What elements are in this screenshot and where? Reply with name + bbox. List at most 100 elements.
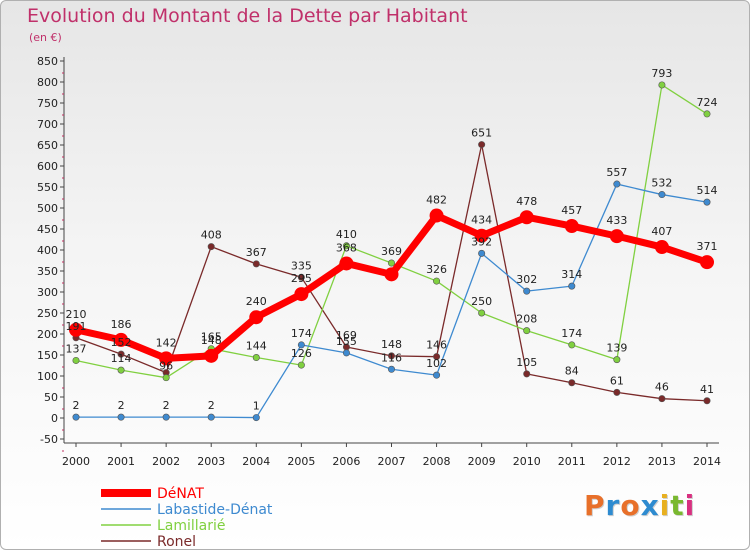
series-denat-data-label: 434 (471, 214, 492, 227)
series-labastide-denat-point (433, 371, 441, 379)
x-tick-label: 2001 (107, 455, 135, 468)
series-denat-data-label: 240 (246, 295, 267, 308)
series-ronel-data-label: 41 (700, 383, 714, 396)
series-lamillarie-point (72, 356, 80, 364)
x-tick-label: 2008 (423, 455, 451, 468)
series-labastide-denat-data-label: 1 (253, 400, 260, 413)
series-labastide-denat-data-label: 557 (606, 166, 627, 179)
series-lamillarie-data-label: 144 (246, 340, 267, 353)
series-lamillarie-data-label: 137 (66, 342, 87, 355)
series-lamillarie-point (478, 309, 486, 317)
y-tick-label: 250 (37, 307, 58, 320)
series-labastide-denat-data-label: 2 (118, 399, 125, 412)
series-denat-data-label: 186 (111, 318, 132, 331)
series-labastide-denat-data-label: 174 (291, 327, 312, 340)
series-denat-data-label: 368 (336, 241, 357, 254)
series-lamillarie-point (523, 327, 531, 335)
x-tick-label: 2010 (513, 455, 541, 468)
y-tick-label: 350 (37, 265, 58, 278)
series-denat-point (159, 351, 174, 366)
series-lamillarie-data-label: 208 (516, 313, 537, 326)
y-tick-label: 850 (37, 55, 58, 68)
series-ronel-point (703, 397, 711, 405)
series-labastide-denat-point (72, 413, 80, 421)
series-ronel-data-label: 84 (565, 365, 579, 378)
logo-letter: r (605, 489, 621, 522)
y-tick-label: 800 (37, 76, 58, 89)
y-tick-label: 650 (37, 139, 58, 152)
series-denat-data-label: 295 (291, 272, 312, 285)
logo-letter: i (659, 489, 671, 522)
y-tick-label: 150 (37, 349, 58, 362)
y-tick-label: 300 (37, 286, 58, 299)
series-denat-point (564, 219, 579, 234)
legend-label-labastide-denat: Labastide-Dénat (157, 502, 273, 518)
series-denat-data-label: 407 (651, 225, 672, 238)
x-tick-label: 2004 (242, 455, 270, 468)
series-ronel-data-label: 152 (111, 336, 132, 349)
series-ronel-data-label: 148 (381, 338, 402, 351)
x-tick-label: 2012 (603, 455, 631, 468)
x-tick-label: 2013 (648, 455, 676, 468)
x-tick-label: 2000 (62, 455, 90, 468)
series-lamillarie-point (117, 366, 125, 374)
x-tick-label: 2006 (332, 455, 360, 468)
series-lamillarie-data-label: 793 (651, 67, 672, 80)
legend-label-denat: DéNAT (157, 486, 204, 502)
series-denat-point (204, 348, 219, 363)
series-ronel-point (297, 273, 305, 281)
series-labastide-denat-point (117, 413, 125, 421)
series-lamillarie-data-label: 165 (201, 331, 222, 344)
series-ronel-data-label: 105 (516, 356, 537, 369)
series-lamillarie-data-label: 174 (561, 327, 582, 340)
legend-label-ronel: Ronel (157, 534, 196, 549)
series-lamillarie-data-label: 369 (381, 245, 402, 258)
proxiti-logo: Proxiti (584, 489, 695, 522)
series-labastide-denat-data-label: 2 (73, 399, 80, 412)
series-ronel-point (658, 395, 666, 403)
series-denat-point (654, 240, 669, 255)
x-tick-label: 2009 (468, 455, 496, 468)
series-denat-data-label: 142 (156, 336, 177, 349)
y-tick-label: 200 (37, 328, 58, 341)
series-lamillarie-data-label: 126 (291, 347, 312, 360)
series-labastide-denat-point (342, 349, 350, 357)
series-denat-point (69, 322, 83, 337)
series-labastide-denat-data-label: 155 (336, 335, 357, 348)
series-lamillarie-data-label: 410 (336, 228, 357, 241)
series-lamillarie-point (658, 81, 666, 89)
series-lamillarie-point (342, 242, 350, 250)
y-tick-label: -50 (40, 433, 58, 446)
logo-letter: t (670, 489, 685, 522)
series-lamillarie-data-label: 250 (471, 295, 492, 308)
series-ronel-point (387, 352, 395, 360)
logo-letter: o (620, 489, 641, 522)
series-ronel-point (478, 141, 486, 149)
series-denat-point (114, 332, 129, 347)
series-labastide-denat-data-label: 102 (426, 357, 447, 370)
series-lamillarie-point (387, 259, 395, 267)
series-lamillarie-data-label: 139 (606, 342, 627, 355)
series-lamillarie-point (162, 374, 170, 382)
x-tick-label: 2002 (152, 455, 180, 468)
series-ronel-data-label: 61 (610, 374, 624, 387)
series-denat-data-label: 433 (606, 214, 627, 227)
series-ronel-point (613, 388, 621, 396)
y-tick-label: 750 (37, 97, 58, 110)
series-lamillarie-data-label: 326 (426, 263, 447, 276)
series-ronel-point (207, 243, 215, 251)
series-ronel-data-label: 335 (291, 259, 312, 272)
x-tick-label: 2014 (693, 455, 721, 468)
series-denat-point (519, 210, 534, 225)
y-tick-label: 550 (37, 181, 58, 194)
series-ronel-point (433, 353, 441, 361)
series-denat-data-label: 210 (66, 308, 87, 321)
series-labastide-denat-point (613, 180, 621, 188)
series-denat-data-label: 371 (697, 240, 718, 253)
x-tick-label: 2005 (287, 455, 315, 468)
series-denat-point (700, 255, 714, 270)
series-ronel-point (252, 260, 260, 268)
series-lamillarie-point (568, 341, 576, 349)
series-denat-point (609, 229, 624, 244)
